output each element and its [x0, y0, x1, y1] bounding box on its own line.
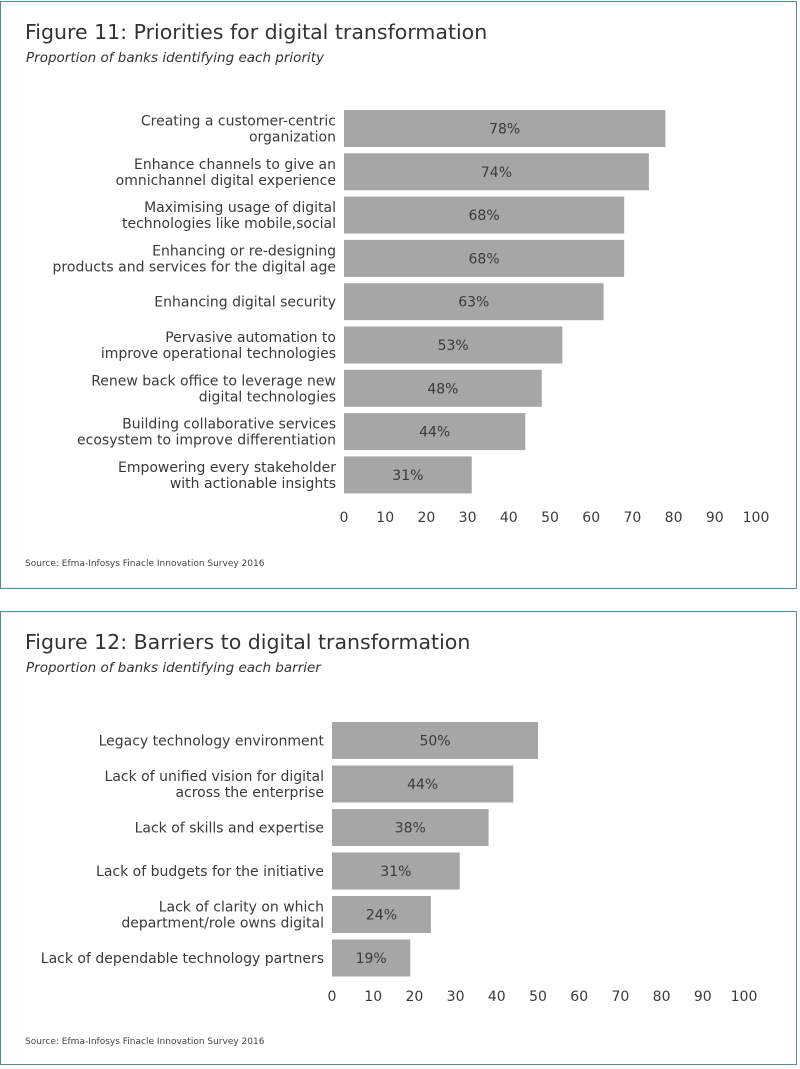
x-tick-label: 60	[582, 510, 600, 526]
x-tick-label: 80	[665, 510, 683, 526]
category-label: Building collaborative services	[122, 417, 336, 433]
bar	[344, 413, 526, 451]
x-tick-label: 90	[706, 510, 724, 526]
category-label: Enhancing or re-designing	[152, 243, 336, 259]
category-label: Lack of clarity on which	[159, 900, 324, 916]
category-label: improve operational technologies	[101, 346, 336, 362]
data-label: 68%	[469, 251, 500, 267]
chart-subtitle: Proportion of banks identifying each bar…	[26, 660, 321, 676]
x-tick-label: 10	[376, 510, 394, 526]
category-label: with actionable insights	[170, 476, 336, 492]
x-tick-label: 50	[541, 510, 559, 526]
bar	[332, 722, 538, 759]
category-label: organization	[249, 130, 336, 146]
data-label: 74%	[481, 165, 512, 181]
source-note: Source: Efma-Infosys Finacle Innovation …	[25, 1037, 265, 1047]
chart-subtitle: Proportion of banks identifying each pri…	[26, 50, 325, 66]
data-label: 78%	[489, 122, 520, 138]
data-label: 63%	[458, 295, 489, 311]
chart-title: Figure 12: Barriers to digital transform…	[25, 630, 471, 654]
data-label: 48%	[427, 381, 458, 397]
category-label: across the enterprise	[175, 785, 324, 801]
bar	[344, 369, 542, 407]
x-tick-label: 70	[623, 510, 641, 526]
data-label: 50%	[419, 734, 450, 750]
x-tick-label: 80	[653, 989, 671, 1005]
category-label: Enhance channels to give an	[134, 157, 336, 173]
bar	[344, 196, 625, 234]
category-label: Lack of budgets for the initiative	[96, 864, 324, 880]
data-label: 68%	[469, 208, 500, 224]
category-label: Renew back office to leverage new	[91, 373, 336, 389]
bar	[332, 765, 514, 803]
category-label: digital technologies	[199, 389, 336, 405]
data-label: 31%	[392, 468, 423, 484]
x-tick-label: 40	[500, 510, 518, 526]
category-label: Lack of dependable technology partners	[41, 951, 324, 967]
figure-12-panel: Figure 12: Barriers to digital transform…	[0, 611, 797, 1065]
category-label: omnichannel digital experience	[116, 173, 336, 189]
category-label: technologies like mobile,social	[122, 216, 336, 232]
category-label: Legacy technology environment	[99, 734, 325, 750]
category-label: Empowering every stakeholder	[118, 460, 336, 476]
category-label: Pervasive automation to	[165, 330, 336, 346]
category-label: products and services for the digital ag…	[53, 259, 336, 275]
x-tick-label: 20	[405, 989, 423, 1005]
priorities-bar-chart: 78% Creating a customer-centricorganizati…	[53, 110, 770, 526]
x-tick-label: 30	[447, 989, 465, 1005]
x-tick-label: 30	[459, 510, 477, 526]
x-tick-label: 0	[340, 510, 349, 526]
bar	[332, 809, 489, 846]
source-note: Source: Efma-Infosys Finacle Innovation …	[25, 559, 265, 569]
x-tick-label: 0	[328, 989, 337, 1005]
x-tick-label: 100	[731, 989, 758, 1005]
bar	[344, 283, 604, 321]
data-label: 38%	[395, 821, 426, 837]
bar	[344, 239, 625, 277]
x-tick-label: 10	[364, 989, 382, 1005]
x-tick-label: 100	[743, 510, 770, 526]
data-label: 19%	[356, 951, 387, 967]
bar	[344, 153, 649, 191]
category-label: ecosystem to improve differentiation	[77, 433, 336, 449]
data-label: 53%	[438, 338, 469, 354]
x-tick-label: 50	[529, 989, 547, 1005]
data-label: 31%	[380, 864, 411, 880]
category-label: Creating a customer-centric	[141, 114, 336, 130]
bar	[344, 326, 563, 364]
x-tick-label: 90	[694, 989, 712, 1005]
x-tick-label: 20	[417, 510, 435, 526]
bar	[332, 896, 431, 933]
x-tick-label: 40	[488, 989, 506, 1005]
barriers-bar-chart: 50% Legacy technology environment 44% Lack …	[41, 722, 758, 1005]
bar	[344, 456, 472, 494]
bar	[344, 110, 666, 147]
data-label: 44%	[407, 777, 438, 793]
data-label: 44%	[419, 425, 450, 441]
data-label: 24%	[366, 908, 397, 924]
chart-title: Figure 11: Priorities for digital transf…	[25, 20, 488, 44]
category-label: Enhancing digital security	[154, 295, 336, 311]
category-label: Lack of skills and expertise	[135, 821, 324, 837]
bar	[332, 939, 411, 977]
category-label: Lack of unified vision for digital	[105, 769, 324, 785]
category-label: department/role owns digital	[121, 916, 324, 932]
category-label: Maximising usage of digital	[144, 200, 336, 216]
bar	[332, 852, 460, 890]
x-tick-label: 70	[611, 989, 629, 1005]
figure-11-panel: Figure 11: Priorities for digital transf…	[0, 1, 797, 589]
x-tick-label: 60	[570, 989, 588, 1005]
